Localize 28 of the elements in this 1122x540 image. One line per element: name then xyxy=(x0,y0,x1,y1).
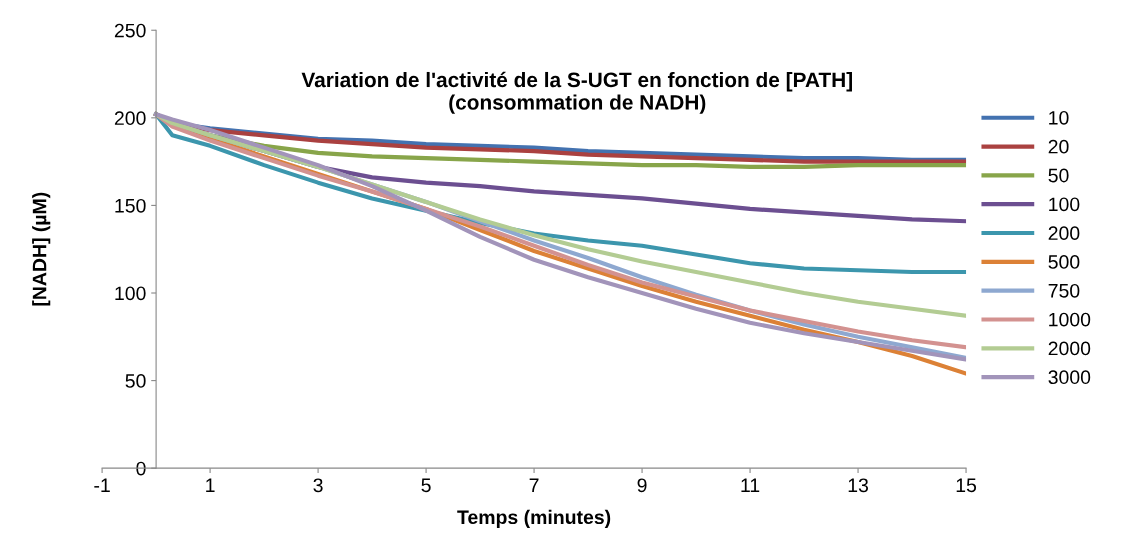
text: Variation de l'activité de la S-UGT en fonction de [PATH] (consommation de NADH) xyxy=(301,71,852,114)
legend-label: 750 xyxy=(1048,283,1080,298)
legend-label: 50 xyxy=(1048,168,1069,183)
y-tick-label: 0 xyxy=(136,461,146,476)
x-tick-label: 15 xyxy=(956,478,977,493)
y-tick-label: 250 xyxy=(114,23,146,38)
legend-label: 3000 xyxy=(1048,370,1091,385)
y-tick-label: 200 xyxy=(114,111,146,126)
x-tick-label: 5 xyxy=(421,478,431,493)
x-tick-label: 9 xyxy=(637,478,647,493)
x-tick-label: 13 xyxy=(848,478,869,493)
x-tick-label: 3 xyxy=(313,478,323,493)
legend-label: 20 xyxy=(1048,139,1069,154)
y-tick-label: 100 xyxy=(115,286,146,301)
x-tick-label: 1 xyxy=(206,478,215,492)
legend-label: 2000 xyxy=(1048,341,1091,356)
x-tick-label: 7 xyxy=(529,478,539,492)
y-tick-label: 50 xyxy=(125,374,146,388)
legend-label: 10 xyxy=(1049,110,1069,125)
legend-label: 1000 xyxy=(1049,312,1091,327)
legend-label: 100 xyxy=(1049,197,1080,212)
x-tick-label: -1 xyxy=(94,478,110,492)
y-tick-label: 150 xyxy=(115,198,146,213)
x-tick-label: 11 xyxy=(741,478,760,492)
legend-label: 500 xyxy=(1048,255,1080,269)
y-axis-title: [NADH] (µM) xyxy=(32,192,51,306)
legend-label: 200 xyxy=(1048,226,1080,241)
x-axis-title: Temps (minutes) xyxy=(457,509,611,528)
